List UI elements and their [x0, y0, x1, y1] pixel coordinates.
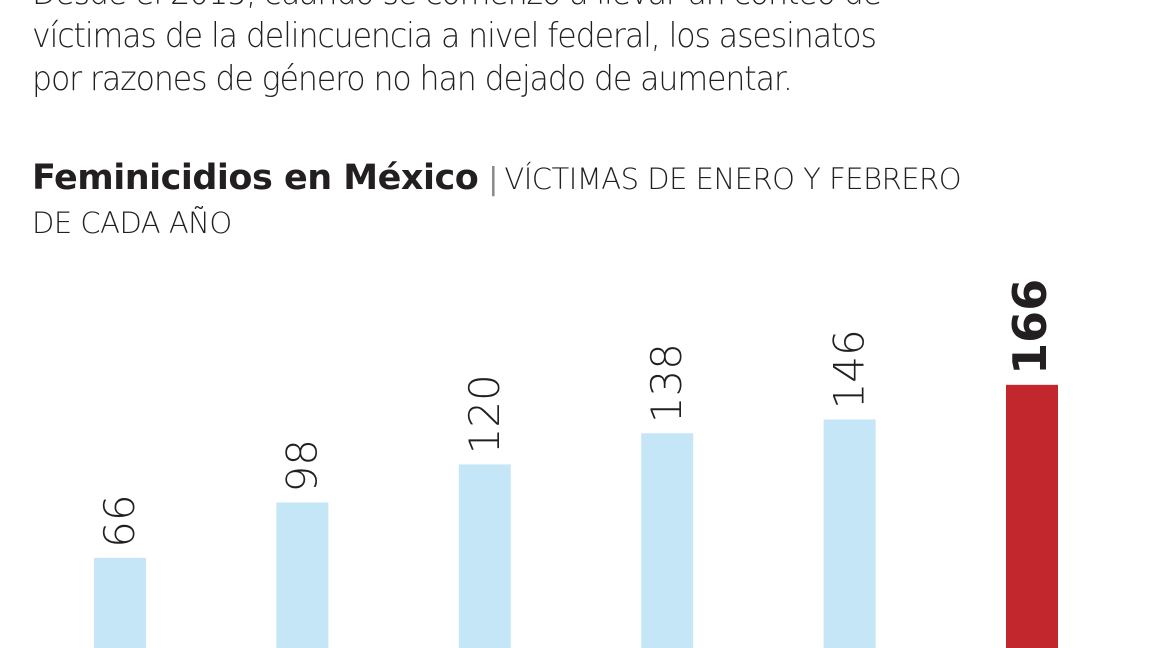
intro-line: Desde el 2015, cuando se comenzó a lleva…	[32, 0, 1055, 15]
chart-heading: Feminicidios en México | VÍCTIMAS DE ENERO…	[32, 158, 962, 198]
title-separator: |	[488, 162, 499, 197]
intro-line: víctimas de la delincuencia a nivel fede…	[32, 16, 877, 56]
data-label: 166	[1003, 279, 1057, 375]
data-label: 146	[825, 329, 874, 409]
bar	[823, 419, 876, 648]
bar	[94, 557, 146, 648]
bar	[458, 464, 511, 648]
intro-line: por razones de género no han dejado de a…	[32, 59, 793, 99]
intro-text: Desde el 2015, cuando se comenzó a lleva…	[32, 0, 1055, 101]
data-label: 120	[460, 374, 509, 454]
bar	[276, 502, 329, 648]
chart-subtitle-2: DE CADA AÑO	[32, 206, 232, 240]
data-label: 98	[277, 439, 326, 492]
bar	[641, 433, 694, 648]
data-label: 66	[95, 494, 144, 547]
chart-subtitle: VÍCTIMAS DE ENERO Y FEBRERO	[504, 162, 962, 196]
chart-title: Feminicidios en México	[32, 158, 479, 198]
bar	[1006, 384, 1058, 648]
data-label: 138	[642, 343, 691, 423]
